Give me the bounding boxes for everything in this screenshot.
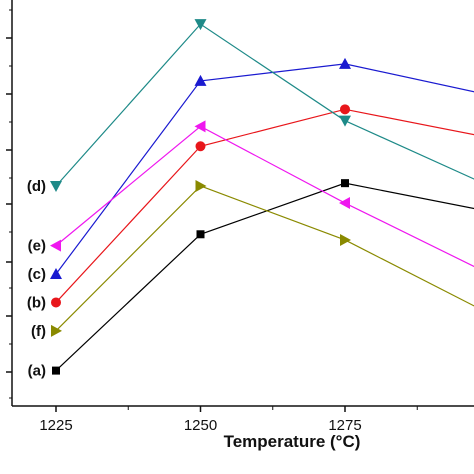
data-point-b bbox=[195, 141, 206, 152]
data-point-d bbox=[339, 115, 351, 127]
series-line-c bbox=[55, 63, 474, 275]
x-tick-label: 1275 bbox=[328, 417, 361, 434]
x-tick-label: 1250 bbox=[184, 417, 217, 434]
data-point-b bbox=[340, 104, 350, 115]
data-point-a bbox=[196, 230, 205, 239]
series-label-a: (a) bbox=[28, 363, 46, 380]
series-line-b bbox=[55, 108, 474, 303]
series-lines bbox=[55, 23, 474, 372]
data-point-f bbox=[195, 180, 207, 192]
series-line-a bbox=[55, 182, 474, 372]
x-tick-label: 1225 bbox=[39, 417, 72, 434]
data-point-f bbox=[340, 233, 351, 246]
series-line-d bbox=[55, 23, 474, 187]
x-ticks: 1225 1250 1275 bbox=[39, 406, 418, 434]
series-line-e bbox=[55, 125, 474, 268]
data-point-c bbox=[339, 57, 351, 69]
data-point-e bbox=[339, 197, 350, 210]
series-label-f: (f) bbox=[31, 323, 46, 340]
data-point-e bbox=[50, 239, 61, 252]
series-label-d: (d) bbox=[27, 178, 46, 195]
data-point-a bbox=[52, 366, 60, 375]
series-label-e: (e) bbox=[28, 238, 46, 255]
data-point-d bbox=[50, 181, 62, 192]
x-axis-title: Temperature (°C) bbox=[224, 432, 361, 451]
series-labels: (a) (b) (c) (d) (e) (f) bbox=[27, 178, 46, 380]
data-point-d bbox=[194, 19, 207, 31]
data-point-b bbox=[51, 297, 61, 308]
series-label-c: (c) bbox=[28, 266, 46, 283]
series-label-b: (b) bbox=[27, 294, 46, 311]
series-markers bbox=[50, 19, 351, 375]
axes: 1225 1250 1275 bbox=[6, 0, 474, 434]
data-point-a bbox=[341, 179, 349, 188]
data-point-f bbox=[51, 324, 62, 337]
y-ticks bbox=[6, 9, 12, 399]
data-point-c bbox=[50, 268, 62, 280]
series-line-f bbox=[55, 185, 474, 332]
data-point-c bbox=[194, 74, 207, 86]
data-point-e bbox=[194, 120, 206, 133]
